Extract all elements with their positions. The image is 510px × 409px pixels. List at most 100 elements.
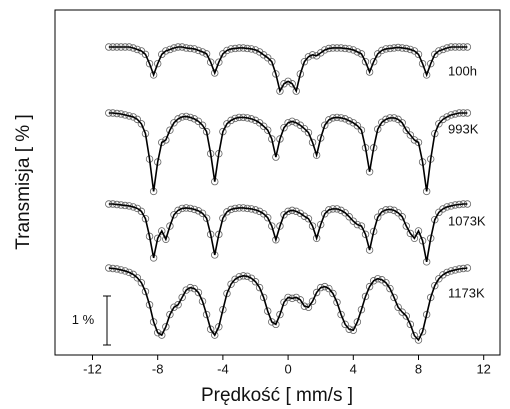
data-point: [251, 116, 260, 125]
data-point: [300, 124, 309, 133]
data-point: [308, 222, 317, 230]
data-point: [170, 303, 178, 311]
data-point: [272, 236, 280, 244]
series-label: 993K: [448, 121, 479, 136]
data-point: [394, 209, 402, 217]
data-point: [345, 213, 353, 221]
data-point: [353, 318, 362, 326]
data-point: [264, 54, 272, 62]
data-point: [353, 220, 362, 229]
data-point: [170, 119, 178, 127]
data-point: [321, 121, 329, 129]
data-point: [268, 58, 276, 66]
data-point: [337, 310, 345, 319]
data-point: [329, 289, 337, 298]
data-point: [141, 287, 150, 296]
data-point: [276, 310, 284, 319]
data-point: [325, 116, 333, 124]
data-point: [378, 208, 386, 216]
data-point: [410, 234, 419, 242]
fit-line: [108, 46, 468, 94]
data-point: [211, 331, 219, 339]
data-point: [284, 77, 292, 85]
data-point: [288, 117, 296, 126]
data-point: [341, 209, 349, 217]
data-point: [353, 122, 362, 130]
y-axis-title: Transmisja [ % ]: [13, 114, 34, 250]
scale-bar-label: 1 %: [72, 312, 95, 327]
data-point: [321, 46, 329, 54]
data-point: [406, 320, 415, 329]
data-point: [361, 292, 370, 301]
data-point: [369, 277, 378, 285]
data-point: [382, 279, 390, 287]
data-point: [227, 280, 235, 288]
data-point: [280, 298, 288, 306]
data-point: [133, 115, 142, 124]
data-point: [198, 48, 207, 56]
series-label: 100h: [448, 63, 477, 78]
data-point: [427, 59, 435, 68]
data-point: [300, 212, 309, 220]
data-point: [312, 288, 321, 297]
data-point: [300, 58, 309, 66]
plot-frame: [54, 9, 501, 356]
data-point: [162, 323, 170, 331]
data-point: [137, 279, 146, 287]
data-point: [141, 50, 150, 59]
data-point: [398, 119, 406, 127]
series-label: 1073K: [448, 213, 486, 228]
data-point: [422, 71, 431, 79]
data-point: [316, 220, 325, 229]
data-point: [153, 59, 162, 68]
x-tick-label: -4: [217, 361, 229, 376]
data-point: [280, 80, 288, 88]
data-point: [255, 207, 264, 216]
data-point: [365, 282, 374, 291]
data-point: [219, 214, 227, 222]
data-point: [145, 59, 154, 68]
data-point: [137, 207, 146, 216]
data-point: [439, 115, 447, 124]
data-point: [223, 289, 231, 298]
data-point: [439, 205, 447, 213]
data-point: [435, 120, 443, 128]
data-point: [174, 301, 182, 309]
data-point: [406, 131, 415, 139]
data-point: [386, 284, 394, 293]
data-point: [166, 222, 174, 230]
fit-line: [108, 267, 468, 342]
data-point: [321, 210, 329, 218]
data-point: [361, 58, 370, 66]
data-point: [259, 293, 268, 302]
data-point: [312, 234, 321, 242]
data-point: [394, 303, 402, 311]
data-point: [304, 53, 313, 61]
data-point: [418, 59, 427, 68]
data-point: [264, 214, 272, 222]
data-point: [357, 50, 366, 58]
x-tick-label: -12: [83, 361, 102, 376]
data-point: [292, 119, 300, 127]
data-point: [162, 235, 170, 243]
data-point: [198, 209, 207, 218]
x-tick-label: 12: [476, 361, 490, 376]
data-point: [202, 50, 211, 58]
x-axis-title: Prędkość [ mm/s ]: [201, 385, 353, 406]
data-point: [406, 229, 415, 238]
data-point: [206, 58, 215, 66]
data-point: [414, 50, 423, 59]
data-point: [125, 268, 133, 277]
data-point: [296, 296, 305, 304]
data-point: [435, 275, 443, 283]
data-point: [443, 113, 451, 121]
data-point: [378, 46, 386, 55]
data-point: [268, 318, 276, 326]
x-tick-label: 4: [350, 361, 357, 376]
data-point: [414, 336, 423, 344]
fit-line: [108, 112, 468, 192]
data-point: [255, 283, 264, 292]
data-point: [365, 68, 374, 76]
data-point: [439, 45, 447, 54]
data-point: [272, 320, 280, 329]
